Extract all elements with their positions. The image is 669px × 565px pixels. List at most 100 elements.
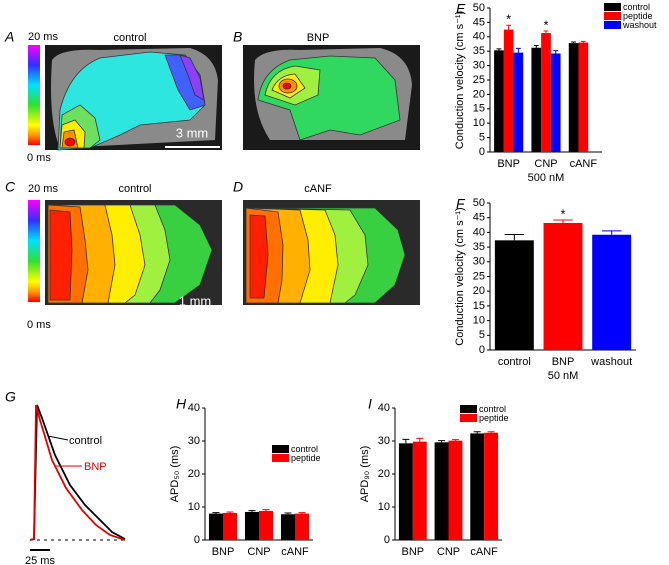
map-title: control [113,32,146,44]
map-title: BNP [307,32,330,44]
bar [494,50,504,152]
colorbar [28,200,40,302]
bar [412,441,427,540]
legend-label: control [623,2,650,12]
legend-label: peptide [623,11,653,21]
bar [578,42,589,153]
bar [494,240,534,350]
x-tick-label: CNP [437,546,460,558]
activation-map [45,200,222,305]
y-tick-label: 25 [473,270,485,282]
colorbar-min: 0 ms [27,319,51,331]
y-tick-label: 20 [378,468,390,480]
bar [513,52,524,152]
error-bar [504,233,525,241]
y-tick-label: 30 [188,435,200,447]
x-tick-label: cANF [570,158,598,170]
bar [541,33,551,152]
error-bar [248,510,256,512]
x-tick-label: BNP [552,356,575,368]
y-tick-label: 0 [479,344,485,356]
y-axis-label: Conduction velocity (cm s⁻¹) [454,207,466,345]
legend-swatch [460,414,477,422]
y-tick-label: 30 [378,435,390,447]
panel-letter: F [456,196,466,212]
scale-label: 3 mm [176,125,209,140]
y-tick-label: 40 [378,402,390,414]
error-bar [543,30,549,34]
y-tick-label: 5 [479,329,485,341]
x-tick-label: CNP [247,546,270,558]
x-tick-label: BNP [497,158,520,170]
trace-scale: 25 ms [25,555,55,565]
y-tick-label: 30 [473,60,485,72]
x-tick-label: BNP [402,546,425,558]
legend-label: peptide [479,413,509,423]
map-title: control [118,183,151,195]
bar [448,440,463,540]
bar [434,442,449,540]
legend-swatch [604,3,621,11]
bar [550,53,561,153]
y-tick-label: 30 [473,256,485,268]
bar [259,510,274,540]
bar [592,234,632,350]
y-tick-label: 10 [473,117,485,129]
trace-label: control [69,435,102,447]
error-bar [601,230,622,235]
panel-letter: B [233,29,242,45]
error-bar [571,41,577,44]
bar [503,29,514,153]
error-bar [487,431,495,433]
error-bar [298,512,306,514]
y-tick-label: 10 [473,315,485,327]
y-tick-label: 50 [473,197,485,209]
error-bar [533,44,539,48]
y-tick-label: 20 [473,88,485,100]
colorbar-max: 20 ms [28,183,58,195]
panel-letter: I [368,396,372,412]
legend-label: control [479,404,506,414]
error-bar [580,40,586,43]
y-tick-label: 40 [473,31,485,43]
y-tick-label: 40 [188,402,200,414]
scale-label: 1 mm [179,293,212,308]
panel-letter: C [5,179,16,195]
bar [470,433,485,540]
activation-map [243,200,420,305]
bar [398,443,413,540]
bar [280,514,295,540]
x-tick-label: cANF [470,546,498,558]
y-tick-label: 20 [473,285,485,297]
error-bar [473,431,481,434]
x-axis-label: 500 nM [528,172,565,184]
colorbar-min: 0 ms [27,152,51,164]
legend-swatch [272,454,289,462]
error-bar [451,439,459,441]
significance: * [543,17,548,32]
y-axis-label: APD₉₀ (ms) [359,446,371,503]
y-tick-label: 5 [479,132,485,144]
error-bar [515,47,521,53]
x-tick-label: washout [590,356,632,368]
legend-label: peptide [291,453,321,463]
error-bar [226,511,234,513]
error-bar [262,509,270,511]
x-tick-label: control [498,356,531,368]
panel-letter: G [5,389,16,405]
trace-label: BNP [84,461,107,473]
x-tick-label: BNP [212,546,235,558]
x-tick-label: cANF [281,546,309,558]
panel-letter: E [456,1,466,17]
y-tick-label: 25 [473,74,485,86]
y-tick-label: 0 [194,534,200,546]
bar [223,512,238,540]
x-axis-label: 50 nM [548,370,579,382]
y-tick-label: 0 [479,146,485,158]
activation-map [45,45,222,151]
legend-swatch [604,12,621,20]
y-tick-label: 35 [473,241,485,253]
bar [543,222,583,350]
error-bar [496,48,502,51]
panel-letter: A [4,29,14,45]
